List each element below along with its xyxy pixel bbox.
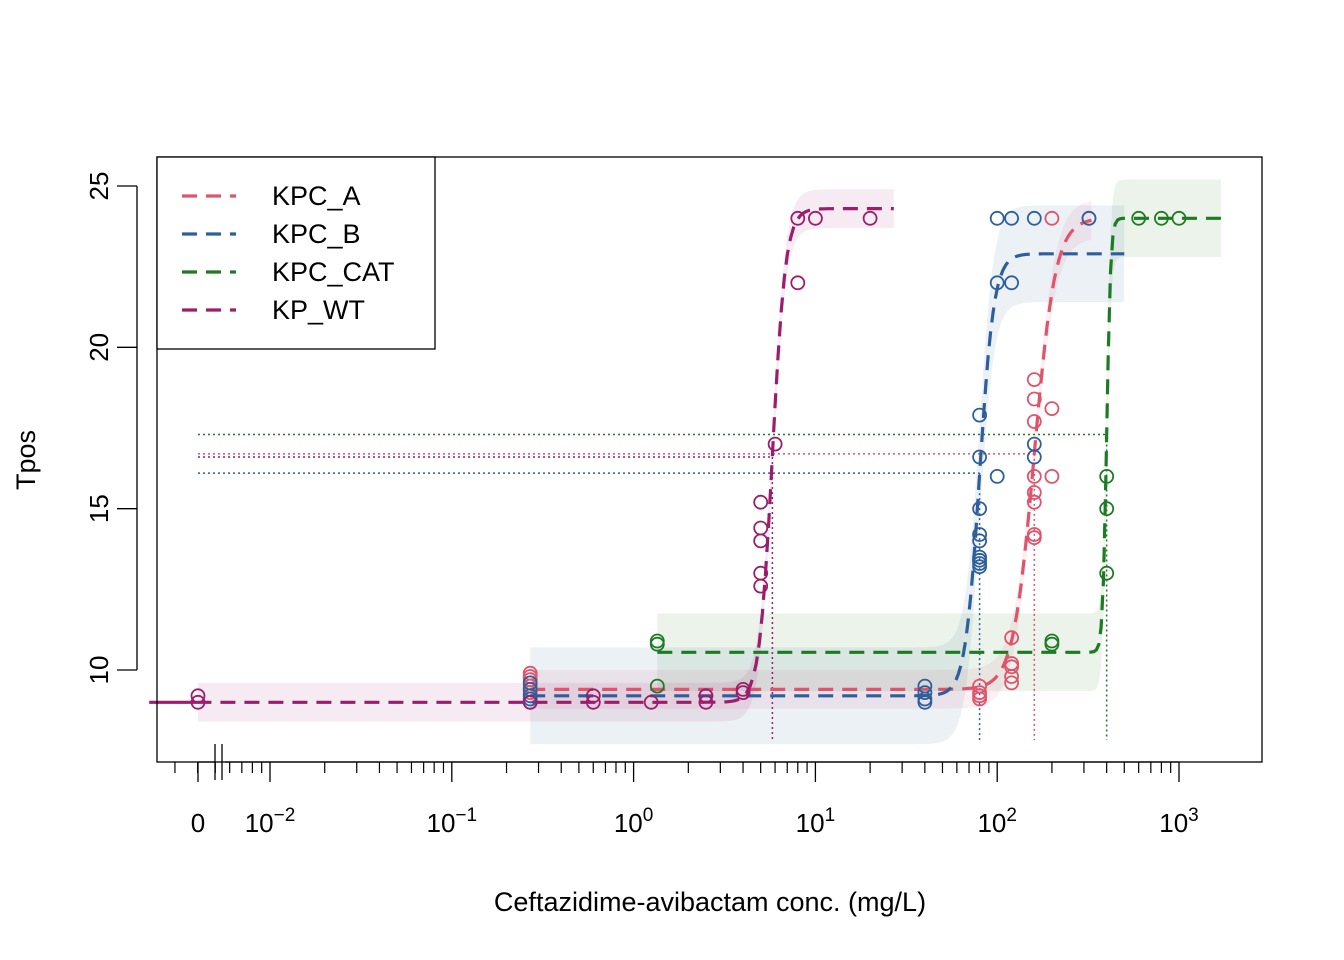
data-point-kpc_b [972,501,987,517]
y-tick-label: 25 [84,172,114,201]
data-point-kp_wt [698,694,714,710]
data-point-kpc_a [972,691,987,707]
data-point-kpc_b [972,533,987,549]
data-point-kpc_a [1004,659,1019,675]
x-tick-label: 102 [977,805,1016,838]
legend-box [156,156,436,350]
data-point-kpc_b [917,685,933,700]
x-tick-label: 101 [796,805,836,838]
data-point-kpc_a [1026,414,1042,429]
data-point-kp_wt [808,210,823,226]
y-tick-label: 20 [84,333,114,362]
data-point-kpc_a [1004,630,1019,646]
x-axis-label: Ceftazidime-avibactam conc. (mg/L) [494,887,926,917]
data-point-kpc_cat [1099,501,1115,517]
fit-curves [149,207,1221,704]
y-tick-label: 15 [84,494,114,523]
data-point-kp_wt [698,688,714,704]
y-axis-label: Tpos [11,430,41,490]
legend-label-kpc_a: KPC_A [272,181,361,211]
data-points [190,210,1187,710]
data-point-kp_wt [585,694,601,710]
x-tick-label: 103 [1159,805,1199,838]
y-axis-ticks: 10 15 20 25 [84,172,137,685]
data-point-kpc_a [1004,675,1019,691]
data-point-kpc_cat [649,678,665,694]
fit-curve-kp_wt [149,207,894,704]
data-point-kpc_a [1044,401,1060,417]
x-tick-label-zero: 0 [191,808,205,838]
data-point-kpc_b [972,527,987,542]
data-point-kpc_b [917,694,933,710]
data-point-kp_wt [190,694,206,710]
data-point-kp_wt [767,436,783,452]
fit-curve-kpc_cat [657,216,1221,654]
data-point-kpc_b [1004,210,1019,226]
data-point-kpc_b [972,449,987,465]
data-point-kpc_a [1044,210,1060,226]
x-tick-label: 100 [614,805,654,838]
legend: KPC_A KPC_B KPC_CAT KP_WT [156,156,436,350]
data-point-kpc_b [972,559,987,575]
legend-label-kp_wt: KP_WT [272,295,365,325]
data-point-kp_wt [735,682,751,697]
data-point-kp_wt [643,694,659,710]
data-point-kpc_cat [1154,210,1169,226]
confidence-band-kpc_cat [657,179,1221,691]
data-point-kp_wt [753,520,769,536]
data-point-kpc_a [1026,391,1042,407]
data-point-kpc_cat [1099,468,1115,484]
legend-label-kpc_b: KPC_B [272,219,361,249]
data-point-kp_wt [753,494,769,510]
data-point-kpc_b [989,210,1005,226]
x-tick-label: 10−2 [245,805,296,838]
data-point-kpc_a [1044,468,1060,484]
data-point-kpc_b [1026,449,1042,465]
x-axis-ticks: 10−2 10−1 100 101 102 103 [174,762,1199,838]
data-point-kp_wt [790,210,806,226]
y-tick-label: 10 [84,656,114,685]
data-point-kpc_b [972,407,987,423]
x-axis: 0 [191,744,1179,838]
data-point-kpc_cat [1044,636,1060,652]
data-point-kpc_b [1004,275,1019,291]
data-point-kpc_a [1004,669,1019,684]
data-point-kpc_a [1026,372,1042,388]
data-point-kpc_a [1026,468,1042,484]
data-point-kp_wt [753,533,769,549]
data-point-kpc_a [1026,530,1042,546]
data-point-kp_wt [753,565,769,581]
fit-curve-kpc_b [530,252,1125,698]
x-tick-label: 10−1 [427,805,478,838]
legend-label-kpc_cat: KPC_CAT [272,257,395,287]
data-point-kpc_b [989,275,1005,291]
data-point-kpc_b [1026,210,1042,226]
data-point-kpc_a [1026,494,1042,510]
data-point-kpc_cat [1171,210,1187,226]
data-point-kpc_b [1081,210,1097,226]
data-point-kp_wt [862,210,878,226]
data-point-kpc_cat [649,636,665,652]
data-point-kp_wt [790,275,806,291]
data-point-kpc_a [1026,485,1042,500]
data-point-kp_wt [190,688,206,704]
data-point-kpc_cat [1099,565,1115,581]
data-point-kp_wt [522,694,538,710]
data-point-kpc_b [989,468,1005,484]
data-point-kpc_cat [1131,210,1147,226]
data-point-kp_wt [585,688,601,704]
